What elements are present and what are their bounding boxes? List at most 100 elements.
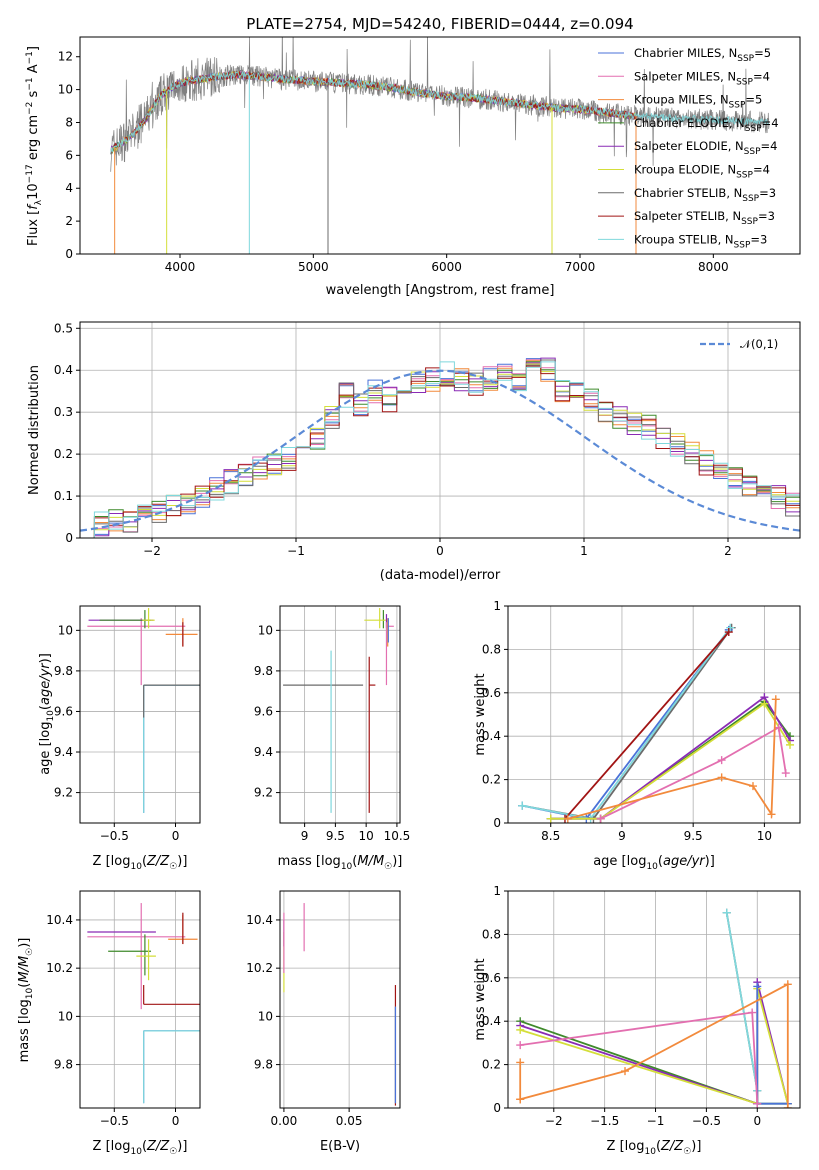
weight-marker bbox=[724, 628, 733, 637]
y-tick-label: 9.8 bbox=[254, 1058, 273, 1072]
x-tick-label: −1 bbox=[287, 544, 305, 558]
weight-marker bbox=[563, 814, 572, 823]
y-tick-label: 2 bbox=[65, 214, 73, 228]
weight-vs-age-xlabel: age [log10(age/yr)] bbox=[593, 854, 715, 872]
weight-marker bbox=[767, 810, 776, 819]
y-tick-label: 10.4 bbox=[246, 913, 273, 927]
x-tick-label: −1.5 bbox=[590, 1114, 619, 1128]
y-tick-label: 10 bbox=[258, 623, 273, 637]
y-tick-label: 0.2 bbox=[482, 1058, 501, 1072]
spectrum-title: PLATE=2754, MJD=54240, FIBERID=0444, z=0… bbox=[246, 15, 633, 33]
weight-marker bbox=[783, 1104, 792, 1108]
axes-frame bbox=[79, 890, 201, 1109]
x-tick-label: 10.5 bbox=[384, 829, 411, 843]
x-tick-label: 9 bbox=[618, 829, 626, 843]
y-tick-label: 10 bbox=[58, 623, 73, 637]
age-vs-Z-xlabel-rich: Z [log10(Z/Z☉)] bbox=[93, 854, 188, 872]
y-tick-label: 9.8 bbox=[54, 1058, 73, 1072]
plot-area bbox=[110, 37, 770, 254]
weight-vs-Z-ylabel: mass weight bbox=[473, 958, 488, 1040]
weight-marker bbox=[748, 782, 757, 791]
legend-label: Kroupa ELODIE, NSSP=4 bbox=[634, 163, 770, 181]
weight-line bbox=[522, 629, 730, 820]
y-tick-label: 0.8 bbox=[482, 642, 501, 656]
mass-vs-Z-ylabel-rich: mass [log10(M/M☉)] bbox=[17, 938, 35, 1063]
plot-area bbox=[280, 891, 400, 1108]
weight-marker bbox=[771, 695, 780, 704]
y-tick-label: 0.4 bbox=[54, 363, 73, 377]
weight-marker bbox=[717, 773, 726, 782]
x-tick-label: 0 bbox=[172, 829, 180, 843]
plot-area bbox=[508, 606, 800, 823]
weight-line bbox=[519, 982, 789, 1108]
model-spectrum bbox=[110, 70, 636, 155]
y-tick-label: 8 bbox=[65, 115, 73, 129]
y-tick-label: 12 bbox=[58, 50, 73, 64]
weight-marker bbox=[783, 980, 792, 989]
residual-histogram-step bbox=[80, 360, 800, 538]
y-tick-label: 0.2 bbox=[54, 447, 73, 461]
legend-label: Salpeter STELIB, NSSP=3 bbox=[634, 209, 775, 227]
normal-curve bbox=[80, 369, 800, 532]
y-tick-label: 9.4 bbox=[254, 745, 273, 759]
y-tick-label: 0.5 bbox=[54, 321, 73, 335]
weight-marker bbox=[781, 769, 790, 778]
weight-line bbox=[522, 627, 731, 820]
residuals-xlabel: (data-model)/error bbox=[380, 568, 501, 583]
legend-label: Chabrier MILES, NSSP=5 bbox=[634, 46, 771, 64]
plot-area bbox=[508, 891, 800, 1108]
x-tick-label: 0.00 bbox=[271, 1114, 298, 1128]
y-tick-label: 0.8 bbox=[482, 927, 501, 941]
weight-vs-age-ylabel: mass weight bbox=[473, 673, 488, 755]
legend-label: 𝒩(0,1) bbox=[740, 337, 778, 351]
weight-marker bbox=[546, 814, 555, 823]
y-tick-label: 0 bbox=[493, 816, 501, 830]
chart-weight-vs-Z: −2 −1.5 −1 −0.5 0 0 0.2 0.4 0.6 0.8 1 bbox=[482, 884, 801, 1128]
plot-area bbox=[280, 606, 400, 823]
chart-residuals: −2 −1 0 1 2 0 0.1 0.2 0.3 0.4 0.5 bbox=[54, 321, 801, 558]
x-tick-label: 9.5 bbox=[326, 829, 345, 843]
y-tick-label: 10 bbox=[258, 1009, 273, 1023]
y-tick-label: 0 bbox=[65, 531, 73, 545]
plot-area bbox=[80, 891, 200, 1108]
y-tick-label: 9.6 bbox=[54, 704, 73, 718]
mass-vs-Z-xlabel-rich: Z [log10(Z/Z☉)] bbox=[93, 1139, 188, 1157]
weight-line bbox=[550, 702, 791, 820]
x-tick-label: −2 bbox=[143, 544, 161, 558]
y-tick-label: 0.2 bbox=[482, 773, 501, 787]
chart-weight-vs-age: 8.5 9 9.5 10 0 0.2 0.4 0.6 0.8 1 bbox=[482, 599, 801, 843]
chart-mass-vs-ebv: 0.00 0.05 9.8 10 10.2 10.4 bbox=[246, 890, 401, 1128]
weight-marker bbox=[753, 1099, 762, 1108]
legend-label: Kroupa MILES, NSSP=5 bbox=[634, 93, 762, 111]
x-tick-label: 0.05 bbox=[336, 1114, 363, 1128]
plot-area bbox=[80, 606, 200, 823]
y-tick-label: 10.2 bbox=[46, 961, 73, 975]
x-tick-label: −0.5 bbox=[692, 1114, 721, 1128]
y-tick-label: 0.4 bbox=[482, 729, 501, 743]
y-tick-label: 9.6 bbox=[254, 704, 273, 718]
weight-marker bbox=[726, 623, 735, 632]
x-tick-label: −0.5 bbox=[100, 1114, 129, 1128]
chart-mass-vs-Z: −0.5 0 9.8 10 10.2 10.4 bbox=[46, 890, 201, 1128]
x-tick-label: 10 bbox=[359, 829, 374, 843]
model-spectrum bbox=[110, 70, 770, 155]
y-tick-label: 10.4 bbox=[46, 913, 73, 927]
x-tick-label: 6000 bbox=[431, 260, 462, 274]
y-tick-label: 6 bbox=[65, 148, 73, 162]
y-tick-label: 1 bbox=[493, 884, 501, 898]
mass-vs-ebv-xlabel: E(B-V) bbox=[320, 1139, 360, 1154]
residuals-ylabel: Normed distribution bbox=[27, 365, 42, 495]
weight-marker bbox=[596, 814, 605, 823]
y-tick-label: 9.2 bbox=[254, 786, 273, 800]
y-tick-label: 9.8 bbox=[254, 664, 273, 678]
x-tick-label: 1 bbox=[580, 544, 588, 558]
weight-line bbox=[564, 631, 730, 820]
plot-area bbox=[80, 322, 800, 538]
axes-frame bbox=[507, 605, 801, 824]
weight-marker bbox=[516, 1041, 525, 1050]
age-vs-Z-ylabel-rich: age [log10(age/yr)] bbox=[38, 653, 56, 775]
weight-line bbox=[600, 726, 787, 820]
y-tick-label: 10.2 bbox=[246, 961, 273, 975]
weight-marker bbox=[748, 1008, 757, 1017]
weight-marker bbox=[722, 908, 731, 917]
